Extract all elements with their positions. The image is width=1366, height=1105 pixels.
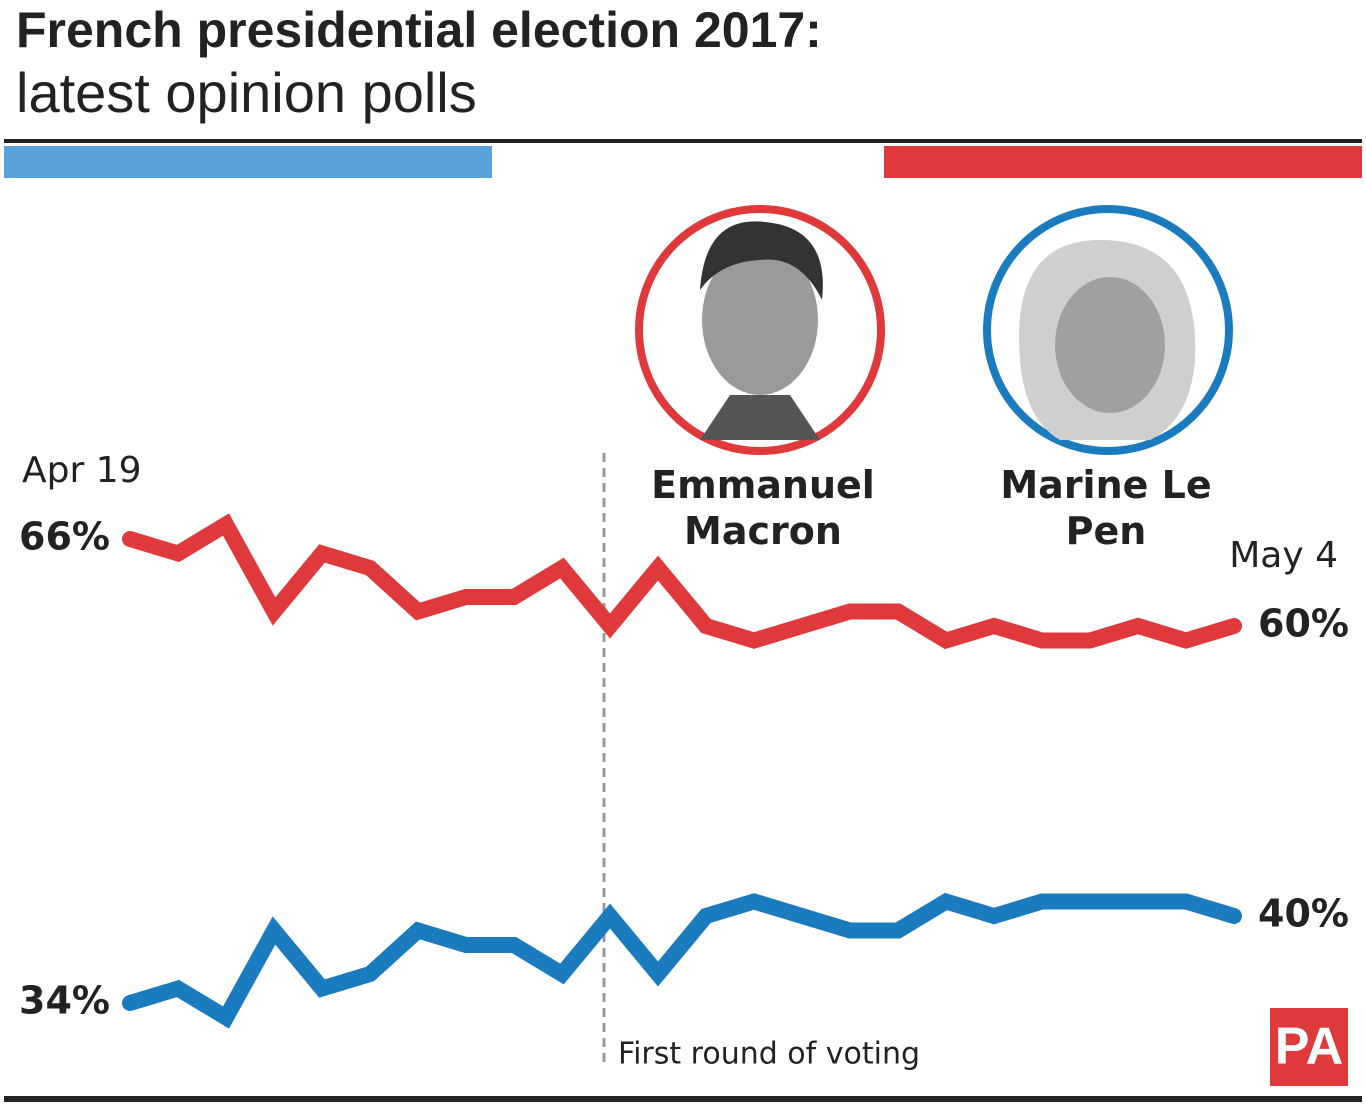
legend-name: Marine Le Pen — [1000, 463, 1212, 553]
annotation: First round of voting — [618, 1037, 920, 1072]
value-label: 40% — [1258, 892, 1349, 936]
portrait-le-pen — [983, 205, 1233, 455]
header-band-red — [884, 146, 1362, 178]
logo-box — [1270, 1008, 1348, 1086]
title: French presidential election 2017: — [16, 2, 822, 58]
logo: PA — [1275, 1018, 1343, 1076]
series-line — [122, 892, 1242, 1029]
header-rule — [4, 139, 1362, 143]
value-label: 66% — [19, 515, 110, 559]
x-tick-label: Apr 19 — [22, 450, 142, 491]
value-label: 60% — [1258, 602, 1349, 646]
value-label: 34% — [19, 979, 110, 1023]
series-line — [122, 513, 1242, 650]
subtitle: latest opinion polls — [16, 61, 477, 124]
portrait-macron — [635, 205, 885, 455]
header-band-blue — [4, 146, 492, 178]
x-tick-label: May 4 — [1229, 535, 1338, 576]
legend-name: Emmanuel Macron — [651, 463, 875, 553]
footer-rule — [4, 1096, 1362, 1102]
